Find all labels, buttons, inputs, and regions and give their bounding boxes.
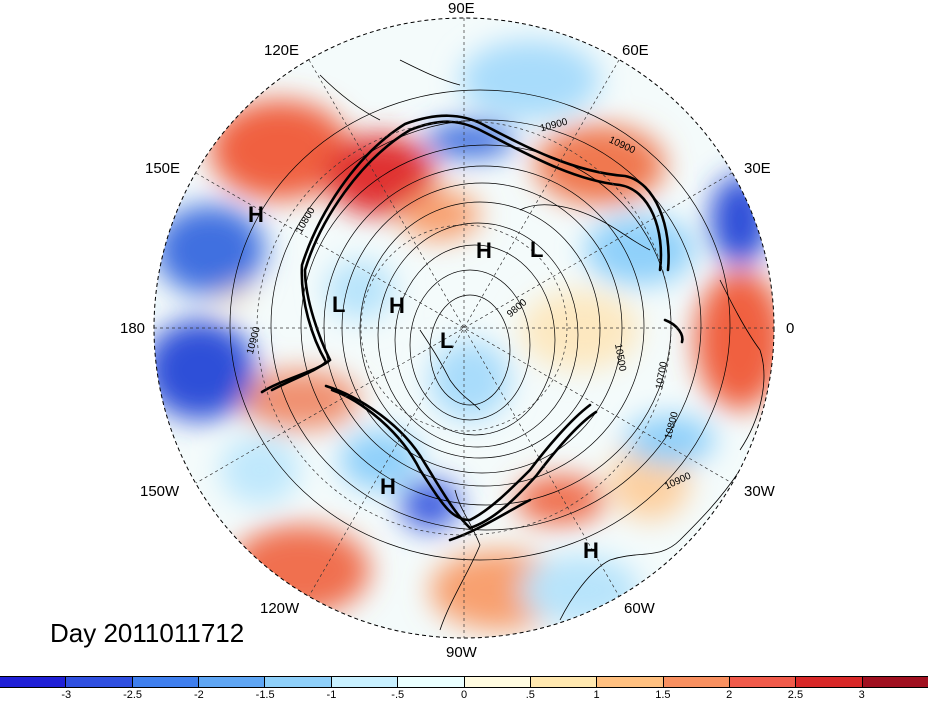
longitude-label-90w: 90W xyxy=(446,644,477,661)
low-pressure-marker: L xyxy=(332,292,346,317)
colorbar-tick-label: -2.5 xyxy=(123,689,143,701)
colorbar-segment xyxy=(862,677,928,687)
colorbar-tick-label: 1.5 xyxy=(655,689,671,701)
colorbar-tick-label: 2 xyxy=(726,689,733,701)
colorbar-segment xyxy=(66,677,133,687)
high-pressure-marker: H xyxy=(476,238,492,263)
colorbar-segment xyxy=(199,677,266,687)
longitude-label-60w: 60W xyxy=(624,600,655,617)
high-pressure-marker: H xyxy=(389,293,405,318)
colorbar-segment xyxy=(398,677,465,687)
colorbar-tick-label: 0 xyxy=(460,689,468,701)
colorbar-tick-label: -.5 xyxy=(391,689,405,701)
colorbar-segment xyxy=(265,677,332,687)
colorbar-segment xyxy=(0,677,67,687)
colorbar-segment xyxy=(597,677,664,687)
colorbar-tick-label: -3 xyxy=(61,689,72,701)
colorbar-tick-label: -1 xyxy=(326,689,337,701)
colorbar-tick-label: 3 xyxy=(858,689,865,701)
colorbar-segment xyxy=(796,677,863,687)
graticule xyxy=(154,18,774,638)
colorbar-segment xyxy=(530,677,598,687)
high-pressure-marker: H xyxy=(248,202,264,227)
colorbar-segment xyxy=(663,677,730,687)
colorbar-segment xyxy=(132,677,200,687)
colorbar-tick-label: .5 xyxy=(525,689,535,701)
longitude-label-120e: 120E xyxy=(264,42,300,59)
jet-contours xyxy=(260,114,684,542)
low-pressure-marker: L xyxy=(530,237,544,262)
colorbar-segment xyxy=(729,677,797,687)
colorbar-segment xyxy=(331,677,399,687)
high-pressure-marker: H xyxy=(583,538,599,563)
colorbar xyxy=(0,676,928,688)
longitude-label-30e: 30E xyxy=(744,160,771,177)
colorbar-tick-label: -1.5 xyxy=(255,689,275,701)
longitude-label-60e: 60E xyxy=(622,42,649,59)
colorbar-tick-label: 2.5 xyxy=(787,689,804,701)
longitude-label-150e: 150E xyxy=(145,160,181,177)
longitude-label-180: 180 xyxy=(120,320,146,337)
colorbar-segment xyxy=(464,677,531,687)
high-pressure-marker: H xyxy=(380,474,396,499)
day-label: Day 2011011712 xyxy=(50,618,245,648)
longitude-label-30w: 30W xyxy=(744,483,775,500)
low-pressure-marker: L xyxy=(440,328,454,353)
polar-stereographic-map xyxy=(153,17,775,639)
colorbar-tick-label: -2 xyxy=(193,689,204,701)
longitude-label-0: 0 xyxy=(786,320,795,337)
longitude-label-120w: 120W xyxy=(260,600,300,617)
longitude-label-150w: 150W xyxy=(140,483,180,500)
longitude-label-90e: 90E xyxy=(448,0,475,17)
anomaly-field xyxy=(154,18,774,638)
colorbar-tick-label: 1 xyxy=(593,689,600,701)
